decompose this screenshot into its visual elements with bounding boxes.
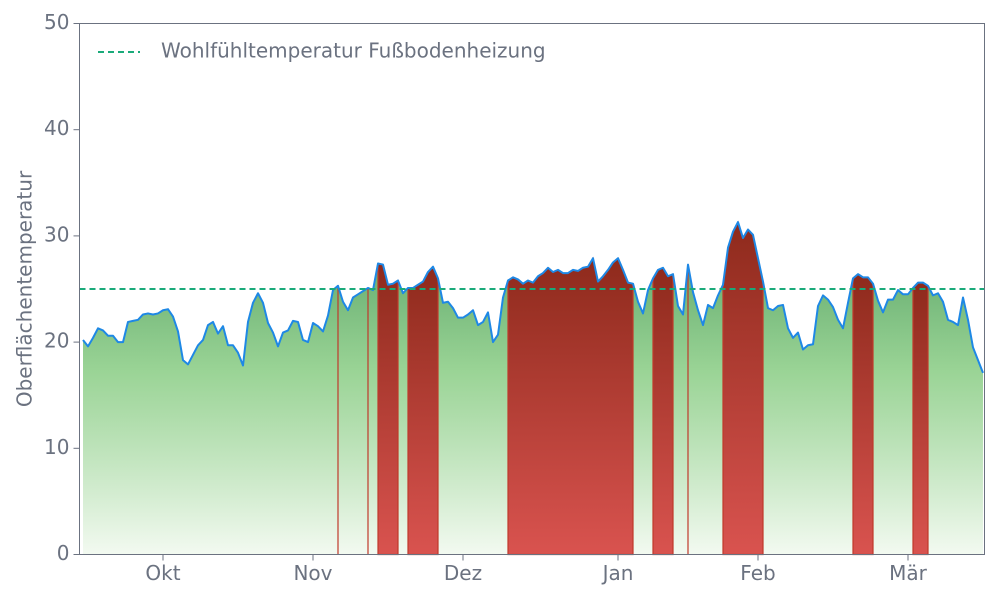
plot-frame <box>79 23 985 555</box>
y-tick-label: 50 <box>44 10 69 34</box>
x-tick-label: Jan <box>601 561 634 585</box>
above-area <box>377 262 399 556</box>
x-tick-label: Dez <box>444 561 482 585</box>
above-area <box>407 265 439 556</box>
above-area <box>507 256 634 556</box>
line <box>82 221 984 374</box>
x-tick-label: Okt <box>145 561 180 585</box>
x-tick-label: Feb <box>740 561 775 585</box>
y-tick-label: 20 <box>44 329 69 353</box>
y-tick-label: 0 <box>57 541 70 565</box>
above-area <box>912 282 929 556</box>
above-area <box>722 220 764 556</box>
y-tick-label: 40 <box>44 116 69 140</box>
above-area <box>652 267 674 556</box>
y-axis-label: Oberflächentemperatur <box>13 170 37 407</box>
above-area <box>852 273 874 556</box>
y-tick-label: 30 <box>44 222 69 246</box>
x-tick-label: Mär <box>889 561 928 585</box>
y-tick-label: 10 <box>44 435 69 459</box>
plot-area <box>79 220 985 556</box>
x-tick-label: Nov <box>293 561 332 585</box>
legend-label: Wohlfühltemperatur Fußbodenheizung <box>161 39 546 63</box>
